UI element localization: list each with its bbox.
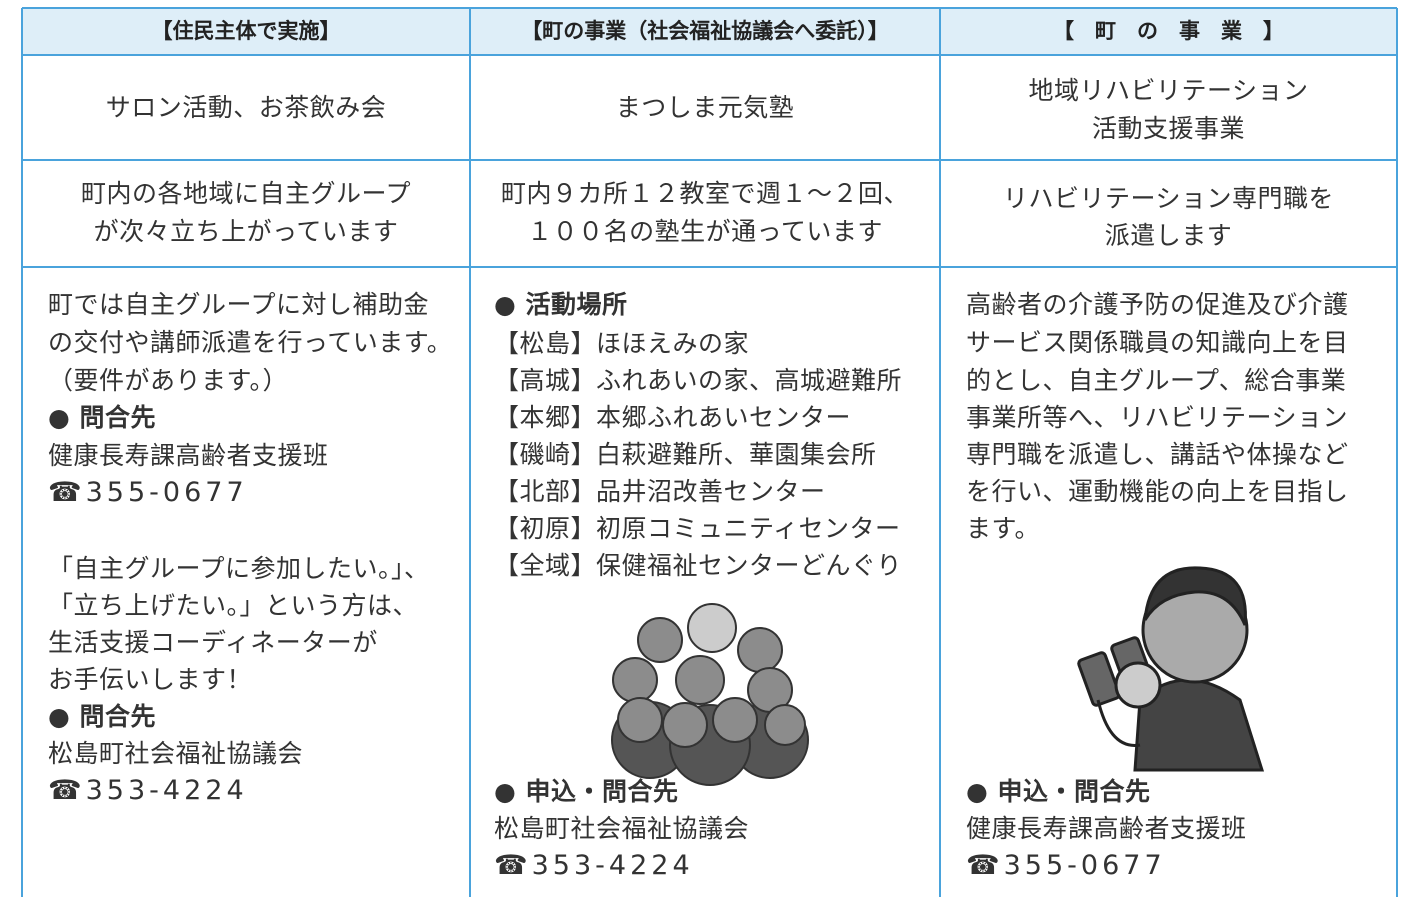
cell-line: 【初原】初原コミュニティセンター	[494, 514, 901, 543]
cell-line: が次々立ち上がっています	[93, 217, 399, 246]
cell-line: ます。	[966, 514, 1041, 543]
cell-line: 「自主グループに参加したい。」、	[48, 554, 430, 583]
cell-line: ☎353-4224	[494, 850, 694, 881]
cell-line: 町内９カ所１２教室で週１～２回、	[500, 179, 909, 208]
cell-line: 【全域】保健福祉センターどんぐり	[494, 551, 903, 580]
cell-line: ● 問合先	[48, 702, 157, 731]
cell-line: リハビリテーション専門職を	[1002, 184, 1334, 213]
cell-line: の交付や講師派遣を行っています。	[48, 328, 453, 357]
cell-line: １００名の塾生が通っています	[527, 217, 883, 246]
cell-line: 【本郷】本郷ふれあいセンター	[494, 403, 852, 432]
cell-line: 【磯崎】白萩避難所、華園集会所	[494, 440, 877, 469]
cell-line: 【高城】ふれあいの家、高城避難所	[494, 366, 903, 395]
group-illustration	[611, 603, 809, 786]
cell-line: サロン活動、お茶飲み会	[105, 93, 387, 122]
header-bg	[22, 8, 1397, 55]
cell-line: 的とし、自主グループ、総合事業	[966, 366, 1347, 395]
cell-line: ☎353-4224	[48, 775, 248, 806]
cell-line: 事業所等へ、リハビリテーション	[966, 403, 1349, 432]
cell-line: を行い、運動機能の向上を目指し	[966, 477, 1349, 506]
cell-line: 生活支援コーディネーターが	[48, 628, 378, 657]
cell-line: 【北部】品井沼改善センター	[494, 477, 826, 506]
cell-line: ● 申込・問合先	[966, 777, 1151, 806]
cell-line: 専門職を派遣し、講話や体操など	[966, 440, 1349, 469]
cell-line: 高齢者の介護予防の促進及び介護	[966, 290, 1349, 319]
cell-line: ☎355-0677	[966, 850, 1166, 881]
cell-line: ● 申込・問合先	[494, 777, 679, 806]
cell-line: 派遣します	[1104, 221, 1233, 250]
cell-line: ● 活動場所	[494, 290, 628, 319]
cell-line: お手伝いします！	[48, 665, 253, 694]
cell-line: 「立ち上げたい。」という方は、	[48, 591, 419, 620]
cell-line: （要件があります。）	[48, 366, 289, 395]
cell-line: 地域リハビリテーション	[1028, 76, 1309, 105]
grid-lines	[21, 7, 1398, 897]
cell-line: 松島町社会福祉協議会	[494, 814, 750, 843]
cell-line: 町では自主グループに対し補助金	[48, 290, 430, 319]
cell-line: 町内の各地域に自主グループ	[80, 179, 411, 208]
cell-line: ☎355-0677	[48, 477, 248, 508]
header-cell: 【住民主体で実施】	[151, 19, 341, 43]
cell-line: サービス関係職員の知識向上を目	[966, 328, 1349, 357]
cell-line: 【松島】ほほえみの家	[494, 329, 750, 358]
cell-line: 健康長寿課高齢者支援班	[966, 814, 1247, 843]
cell-line: 健康長寿課高齢者支援班	[48, 441, 329, 470]
header-cell: 【 町 の 事 業 】	[1053, 19, 1284, 43]
cell-line: 活動支援事業	[1091, 114, 1245, 143]
cell-line: ● 問合先	[48, 403, 157, 432]
cell-line: 松島町社会福祉協議会	[48, 739, 304, 768]
header-cell: 【町の事業（社会福祉協議会へ委託）】	[521, 19, 889, 43]
man-illustration	[1077, 566, 1265, 772]
cell-line: まつしま元気塾	[615, 93, 795, 122]
